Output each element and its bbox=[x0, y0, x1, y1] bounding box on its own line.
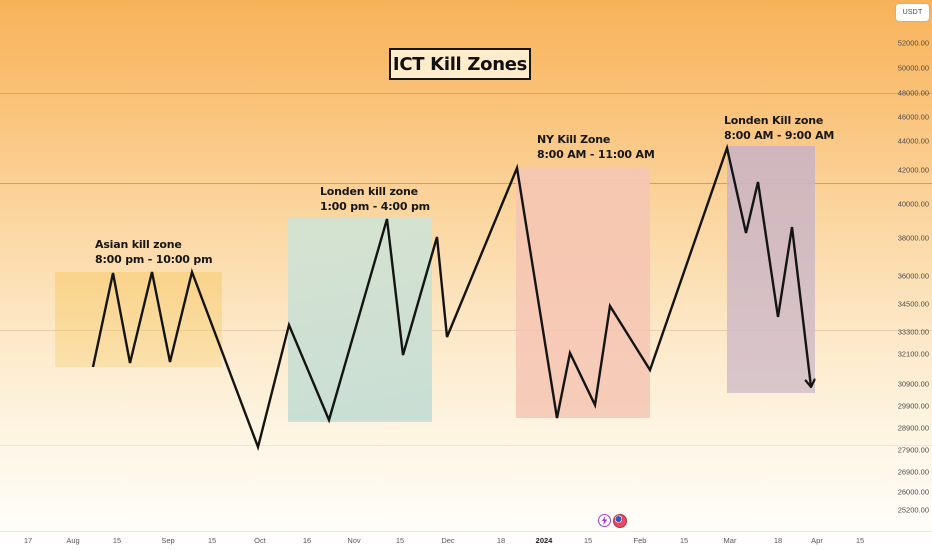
zone-london2-label-name: Londen Kill zone bbox=[724, 114, 824, 127]
gridline bbox=[0, 93, 932, 94]
zone-asian-label-name: Asian kill zone bbox=[95, 238, 182, 251]
zone-asian-label: Asian kill zone 8:00 pm - 10:00 pm bbox=[95, 238, 213, 267]
zone-ny-label-name: NY Kill Zone bbox=[537, 133, 611, 146]
price-line[interactable] bbox=[91, 143, 811, 451]
zone-asian-rect[interactable] bbox=[55, 272, 222, 367]
gridline bbox=[0, 330, 932, 331]
zone-asian-label-time: 8:00 pm - 10:00 pm bbox=[95, 252, 213, 266]
zone-ny-label: NY Kill Zone 8:00 AM - 11:00 AM bbox=[537, 133, 655, 162]
chart-title: ICT Kill Zones bbox=[392, 53, 528, 75]
zone-london2-label: Londen Kill zone 8:00 AM - 9:00 AM bbox=[724, 114, 834, 143]
gridline bbox=[0, 445, 932, 446]
zone-london-label-name: Londen kill zone bbox=[320, 185, 418, 198]
zone-ny-rect[interactable] bbox=[516, 167, 650, 418]
time-axis-separator bbox=[0, 531, 932, 532]
zone-ny-label-time: 8:00 AM - 11:00 AM bbox=[537, 147, 655, 161]
chart-title-box[interactable]: ICT Kill Zones bbox=[389, 48, 531, 80]
currency-button[interactable]: USDT bbox=[896, 4, 929, 21]
gridline bbox=[0, 183, 932, 184]
lightning-badge-icon[interactable] bbox=[598, 514, 611, 527]
zone-london2-label-time: 8:00 AM - 9:00 AM bbox=[724, 128, 835, 142]
flag-globe-badge-icon[interactable] bbox=[613, 514, 627, 528]
zone-london-label: Londen kill zone 1:00 pm - 4:00 pm bbox=[320, 185, 430, 214]
zone-london-rect[interactable] bbox=[288, 218, 432, 422]
zone-london-label-time: 1:00 pm - 4:00 pm bbox=[320, 199, 430, 213]
